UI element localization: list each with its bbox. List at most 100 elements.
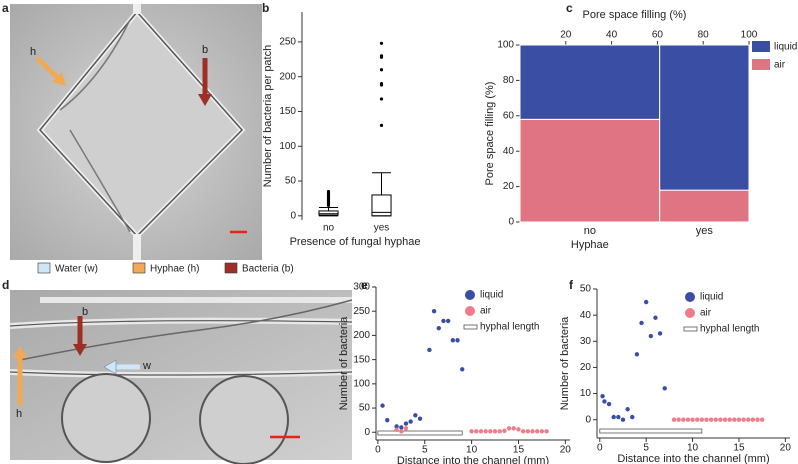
point — [741, 417, 746, 422]
legend-label: Bacteria (b) — [242, 264, 294, 275]
point — [718, 417, 723, 422]
channel-edge — [9, 320, 353, 376]
point — [630, 414, 635, 420]
hypha — [59, 19, 131, 233]
y-tick-label: 100 — [353, 378, 370, 389]
legend-label: liquid — [700, 292, 723, 303]
point — [681, 417, 686, 422]
point — [602, 399, 607, 404]
panel-letter: f — [569, 278, 574, 292]
arrow-h — [35, 56, 62, 82]
point — [648, 333, 654, 339]
point — [455, 338, 460, 343]
arrow-label: b — [202, 44, 208, 56]
y-tick-label: 50 — [359, 403, 371, 414]
point — [427, 347, 432, 353]
mosaic-tile — [659, 44, 750, 191]
outlier — [326, 189, 331, 194]
x-tick-label: no — [584, 225, 596, 237]
point — [403, 426, 409, 431]
point — [403, 421, 409, 426]
x-tick-label: 5 — [643, 443, 649, 454]
point — [732, 417, 737, 422]
y-tick-label: 100 — [497, 40, 514, 51]
point — [611, 414, 616, 420]
box — [318, 210, 339, 216]
point — [722, 417, 728, 422]
x-tick-label: 15 — [733, 443, 745, 454]
point — [750, 417, 756, 422]
outlier — [379, 123, 384, 127]
y-tick-label: 10 — [580, 388, 592, 399]
y-tick-label: 80 — [503, 75, 515, 86]
box — [371, 194, 392, 217]
point — [606, 401, 612, 407]
point — [483, 429, 488, 434]
legend-marker — [463, 324, 478, 330]
top-tick-label: 60 — [652, 30, 664, 41]
point — [690, 417, 695, 422]
point — [520, 429, 526, 434]
arrow-label: h — [30, 46, 36, 58]
point — [488, 429, 493, 434]
point — [600, 393, 605, 399]
outlier — [379, 82, 384, 86]
point — [413, 413, 418, 418]
point — [478, 429, 484, 434]
arrow-label: w — [142, 360, 151, 372]
legend-swatch — [752, 59, 770, 70]
hyphal-length-bar — [599, 428, 703, 434]
point — [544, 429, 549, 434]
y-tick-label: 0 — [508, 217, 514, 228]
legend-marker — [685, 308, 695, 318]
y-tick-label: 0 — [585, 414, 591, 425]
point — [704, 417, 709, 422]
point — [746, 417, 751, 422]
y-tick-label: 300 — [353, 282, 370, 293]
point — [417, 416, 423, 421]
point — [511, 426, 516, 431]
x-axis-label: Distance into the channel (mm) — [617, 453, 769, 464]
y-tick-label: 150 — [353, 354, 370, 365]
point — [539, 429, 545, 434]
x-axis-label: Presence of fungal hyphae — [290, 236, 421, 248]
mosaic-tile — [659, 189, 750, 223]
top-axis-title: Pore space filling (%) — [583, 9, 687, 21]
top-tick-label: 20 — [560, 30, 572, 41]
x-tick-label: 10 — [687, 443, 699, 454]
panel-letter: a — [2, 1, 9, 15]
point — [671, 417, 677, 422]
point — [530, 429, 535, 434]
y-tick-label: 0 — [364, 427, 370, 438]
point — [713, 417, 718, 422]
y-tick-label: 60 — [503, 110, 515, 121]
outlier — [379, 54, 384, 58]
legend-label: liquid — [774, 42, 797, 53]
arrow-label: h — [16, 408, 22, 420]
point — [516, 427, 521, 432]
point — [653, 315, 658, 320]
point — [759, 417, 765, 422]
outlier — [379, 68, 384, 72]
point — [436, 325, 441, 331]
micrograph-a: h b a — [2, 1, 262, 260]
point — [445, 318, 451, 324]
outlier — [379, 97, 384, 101]
top-tick-label: 40 — [606, 30, 618, 41]
y-tick-label: 40 — [580, 310, 592, 321]
point — [736, 417, 742, 422]
legend-swatch — [224, 262, 238, 274]
legend-label: hyphal length — [700, 324, 760, 335]
panel-letter: c — [566, 1, 573, 15]
point — [394, 427, 399, 433]
point — [450, 338, 456, 343]
panel-letter: d — [2, 278, 9, 292]
point — [708, 417, 714, 422]
x-axis-label: Hyphae — [571, 239, 609, 251]
y-axis-label: Number of bacteria per patch — [262, 45, 274, 187]
point — [662, 386, 667, 391]
point — [506, 426, 512, 431]
point — [394, 424, 399, 429]
x-tick-label: 0 — [375, 445, 381, 456]
mosaic-tile — [519, 44, 661, 120]
